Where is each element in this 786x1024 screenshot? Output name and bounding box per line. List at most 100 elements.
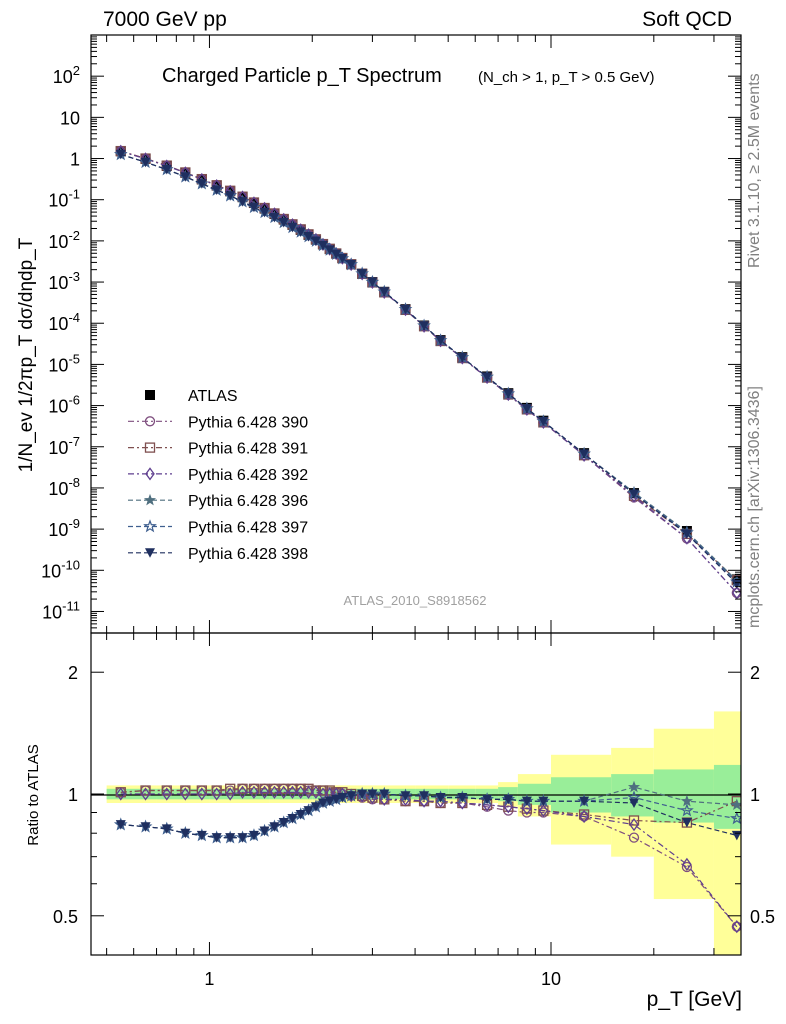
series-2-ratio-point (295, 783, 306, 794)
series-6-point (681, 529, 692, 539)
legend: ATLAS Pythia 6.428 390 Pythia 6.428 391 Pyt… (128, 388, 308, 563)
series-3-ratio-point (522, 802, 532, 816)
series-3-point (732, 586, 741, 600)
ratio-y-tick-label-right: 2 (750, 663, 760, 683)
series-3-ratio-point (180, 787, 191, 801)
ratio-y-tick-label-left: 0.5 (53, 907, 78, 927)
series-3-ratio-point (732, 920, 741, 934)
main-y-tick-label: 10-1 (48, 187, 80, 211)
series-6-ratio-point (211, 833, 222, 843)
main-plot-series (113, 144, 741, 600)
main-y-tick-label: 1 (70, 150, 80, 170)
legend-marker (145, 467, 155, 481)
axis-ticks (91, 35, 741, 956)
series-6-point (379, 287, 390, 297)
series-6-point (521, 404, 532, 414)
legend-marker (145, 548, 155, 558)
series-3-ratio-point (287, 785, 298, 799)
series-6-point (278, 217, 289, 228)
series-6-ratio-point (419, 791, 430, 801)
series-6-point (115, 149, 126, 160)
series-6-ratio-point (310, 802, 321, 812)
ratio-y-tick-label-left: 2 (68, 663, 78, 683)
series-2-ratio-point (303, 783, 314, 794)
main-y-tick-label: 10-3 (48, 269, 80, 293)
series-2-ratio-point (161, 785, 172, 796)
series-6-ratio-point (161, 824, 172, 834)
main-y-tick-label: 10-11 (42, 598, 80, 622)
main-y-tick-label: 10 (60, 108, 80, 128)
series-6-point (303, 232, 314, 242)
legend-marker (145, 390, 155, 400)
series-3-ratio-point (278, 785, 289, 799)
series-6-ratio-point (579, 796, 590, 807)
series-6-ratio-point (269, 822, 280, 832)
series-3-ratio-point (269, 785, 280, 799)
series-6-ratio-point (337, 793, 348, 803)
series-6-point (731, 579, 741, 589)
series-6-point (400, 304, 411, 315)
series-2-ratio-point (628, 815, 640, 826)
legend-label: Pythia 6.428 396 (188, 493, 308, 510)
series-6-ratio-point (295, 809, 306, 820)
main-y-tick-label: 10-7 (48, 434, 80, 458)
series-6-ratio-point (346, 791, 357, 801)
ratio-y-tick-label-right: 1 (750, 785, 760, 805)
series-6-point (538, 416, 549, 427)
series-6-point (237, 197, 248, 207)
series-3-ratio-point (211, 787, 222, 801)
series-6-point (482, 372, 493, 382)
series-6-ratio-point (237, 833, 248, 843)
series-6-ratio-point (503, 794, 514, 805)
legend-marker (143, 519, 157, 533)
series-6-point (419, 321, 430, 331)
series-3-ratio-point (161, 787, 172, 801)
series-3-ratio-point (503, 800, 514, 814)
main-y-tick-label: 10-8 (48, 475, 80, 499)
header-right: Soft QCD (642, 8, 732, 31)
series-6-ratio-point (303, 806, 314, 816)
series-6-ratio-point (457, 793, 468, 803)
main-y-tick-label: 102 (53, 63, 80, 87)
chart-title: Charged Particle p_T Spectrum (162, 65, 442, 87)
legend-label: ATLAS (188, 388, 238, 405)
series-6-ratio-point (324, 796, 335, 807)
ratio-y-axis-label: Ratio to ATLAS (25, 744, 42, 845)
main-y-tick-label: 10-9 (48, 516, 80, 540)
series-6-ratio-point (287, 813, 298, 824)
series-6-ratio-point (681, 818, 692, 828)
series-6-ratio-point (538, 796, 549, 807)
main-y-tick-label: 10-2 (48, 228, 80, 252)
series-6-point (196, 179, 207, 189)
series-2-line (120, 150, 738, 581)
legend-label: Pythia 6.428 398 (188, 546, 308, 563)
series-2-ratio-point (237, 783, 248, 794)
series-6-ratio-point (140, 822, 151, 832)
main-y-tick-label: 10-6 (48, 393, 80, 417)
mcplots-label: mcplots.cern.ch [arXiv:1306.3436] (746, 386, 763, 628)
main-y-axis-label: 1/N_ev 1/2πp_T dσ/dηdp_T (16, 237, 37, 472)
series-6-point (259, 207, 270, 218)
inner-band-bin (372, 788, 416, 800)
legend-label: Pythia 6.428 391 (188, 441, 308, 458)
main-y-tick-label: 10-10 (41, 557, 80, 581)
series-6-ratio-point (225, 833, 236, 843)
series-3-ratio-point (295, 785, 306, 799)
series-6-ratio-point (435, 793, 446, 803)
series-6-ratio-point (278, 818, 289, 828)
main-y-tick-label: 10-4 (48, 310, 80, 334)
ratio-y-tick-label-right: 0.5 (750, 907, 775, 927)
series-3-ratio-point (115, 787, 126, 801)
series-6-ratio-point (400, 791, 411, 801)
series-3-ratio-point (140, 787, 151, 801)
series-1-ratio-point (681, 861, 693, 873)
series-2-ratio-point (180, 785, 191, 796)
x-tick-label: 10 (541, 969, 561, 989)
series-6-point (435, 335, 446, 346)
legend-marker (143, 493, 157, 506)
ratio-plot-series (113, 780, 741, 934)
series-3-ratio-point (225, 787, 235, 801)
series-6-ratio-point (115, 820, 126, 830)
series-6-ratio-point (357, 789, 368, 799)
